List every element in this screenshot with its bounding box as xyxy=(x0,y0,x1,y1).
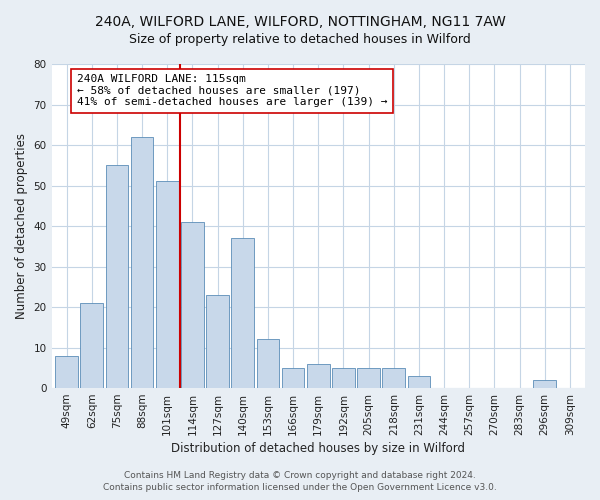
Bar xyxy=(106,166,128,388)
Text: Contains HM Land Registry data © Crown copyright and database right 2024.
Contai: Contains HM Land Registry data © Crown c… xyxy=(103,471,497,492)
Bar xyxy=(307,364,329,388)
Bar xyxy=(332,368,355,388)
Bar xyxy=(282,368,304,388)
Bar xyxy=(206,295,229,388)
Y-axis label: Number of detached properties: Number of detached properties xyxy=(15,133,28,319)
Bar xyxy=(181,222,204,388)
Bar xyxy=(55,356,78,388)
Bar xyxy=(533,380,556,388)
Bar xyxy=(80,303,103,388)
Text: Size of property relative to detached houses in Wilford: Size of property relative to detached ho… xyxy=(129,32,471,46)
Bar xyxy=(357,368,380,388)
Text: 240A WILFORD LANE: 115sqm
← 58% of detached houses are smaller (197)
41% of semi: 240A WILFORD LANE: 115sqm ← 58% of detac… xyxy=(77,74,387,108)
Bar xyxy=(382,368,405,388)
Bar xyxy=(232,238,254,388)
Bar xyxy=(156,182,179,388)
Text: 240A, WILFORD LANE, WILFORD, NOTTINGHAM, NG11 7AW: 240A, WILFORD LANE, WILFORD, NOTTINGHAM,… xyxy=(95,15,505,29)
X-axis label: Distribution of detached houses by size in Wilford: Distribution of detached houses by size … xyxy=(171,442,465,455)
Bar xyxy=(257,340,279,388)
Bar xyxy=(407,376,430,388)
Bar xyxy=(131,137,154,388)
